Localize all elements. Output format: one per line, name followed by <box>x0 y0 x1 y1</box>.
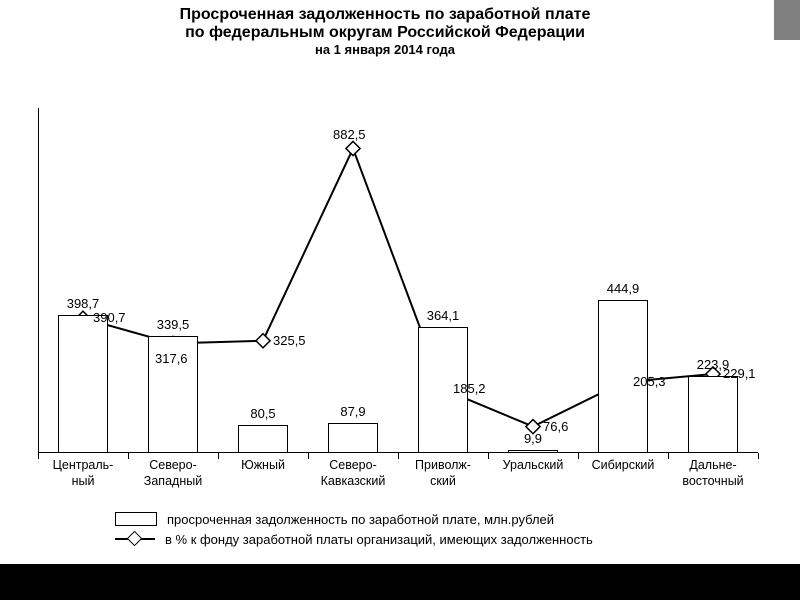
category-label: Южный <box>218 458 308 474</box>
line-value-label: 317,6 <box>155 351 188 366</box>
bar-value-label: 339,5 <box>143 317 203 332</box>
line-value-label: 882,5 <box>333 127 366 142</box>
line-value-label: 229,1 <box>723 366 756 381</box>
line-value-label: 390,7 <box>93 310 126 325</box>
legend-bar-swatch <box>115 512 157 526</box>
bar <box>58 315 108 453</box>
bar <box>508 450 558 453</box>
category-label: Уральский <box>488 458 578 474</box>
bottom-strip <box>0 564 800 600</box>
bar-value-label: 80,5 <box>233 406 293 421</box>
chart-title-block: Просроченная задолженность по заработной… <box>0 6 770 57</box>
bar <box>238 425 288 453</box>
bar-value-label: 87,9 <box>323 404 383 419</box>
line-marker <box>256 334 270 348</box>
legend-line-swatch <box>115 532 155 546</box>
bar-value-label: 364,1 <box>413 308 473 323</box>
chart-legend: просроченная задолженность по заработной… <box>115 510 593 550</box>
side-strip <box>774 0 800 40</box>
category-tick <box>758 453 759 459</box>
bar-value-label: 398,7 <box>53 296 113 311</box>
chart-subtitle: на 1 января 2014 года <box>0 42 770 57</box>
bar-value-label: 444,9 <box>593 281 653 296</box>
category-label: Дальне-восточный <box>668 458 758 489</box>
line-value-label: 185,2 <box>453 381 486 396</box>
bar <box>328 423 378 453</box>
category-label: Сибирский <box>578 458 668 474</box>
legend-item-bar: просроченная задолженность по заработной… <box>115 510 593 528</box>
legend-line-label: в % к фонду заработной платы организаций… <box>165 532 593 547</box>
legend-item-line: в % к фонду заработной платы организаций… <box>115 530 593 548</box>
line-value-label: 325,5 <box>273 333 306 348</box>
chart-title-line2: по федеральным округам Российской Федера… <box>0 24 770 42</box>
line-value-label: 205,3 <box>633 374 666 389</box>
category-label: Северо-Кавказский <box>308 458 398 489</box>
chart-plot-area: 398,7339,580,587,9364,19,9444,9223,9390,… <box>38 108 758 453</box>
chart-title-line1: Просроченная задолженность по заработной… <box>0 6 770 24</box>
category-label: Северо-Западный <box>128 458 218 489</box>
line-value-label: 76,6 <box>543 419 568 434</box>
legend-bar-label: просроченная задолженность по заработной… <box>167 512 554 527</box>
bar <box>688 376 738 453</box>
category-label: Приволж-ский <box>398 458 488 489</box>
line-marker <box>346 141 360 155</box>
category-label: Централь-ный <box>38 458 128 489</box>
